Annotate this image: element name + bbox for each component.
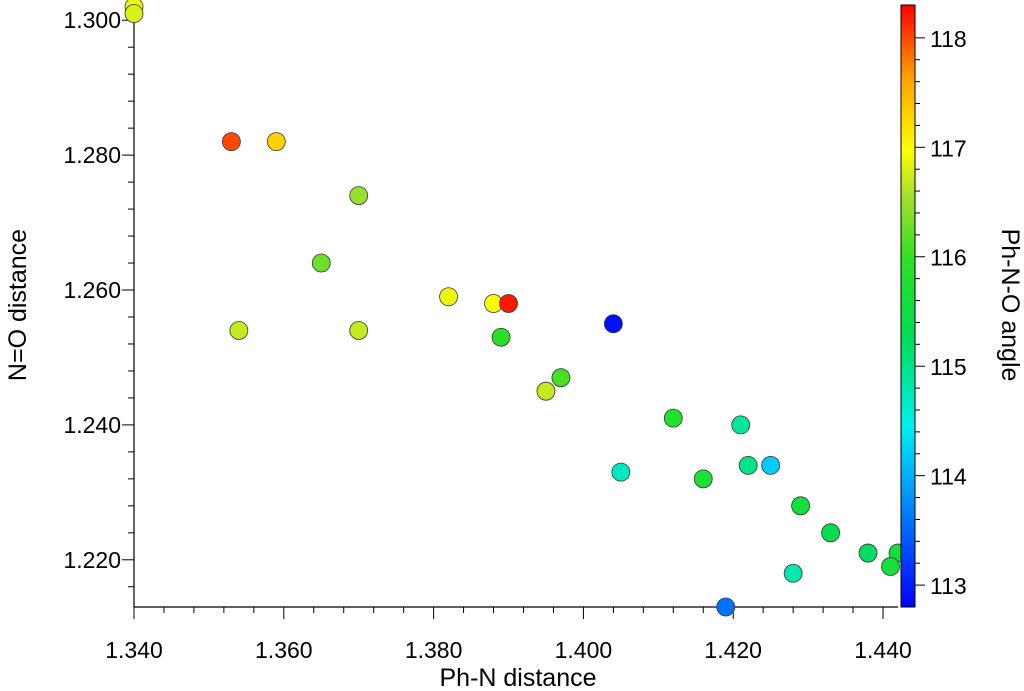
data-point <box>499 294 518 313</box>
data-points <box>124 0 908 617</box>
x-tick-label: 1.420 <box>704 637 762 663</box>
y-tick-label: 1.280 <box>63 142 121 168</box>
y-tick-label: 1.220 <box>63 547 121 573</box>
data-point <box>603 314 623 334</box>
data-point <box>716 597 736 617</box>
colorbar-tick-label: 118 <box>930 26 967 52</box>
x-tick-label: 1.340 <box>105 637 163 663</box>
plot-axes: 1.340 1.360 1.380 1.400 1.420 1.440 1.220 1.240… <box>63 0 912 663</box>
data-point <box>349 186 369 205</box>
data-point <box>881 557 900 576</box>
x-tick-label: 1.400 <box>555 637 613 663</box>
y-tick-label: 1.300 <box>63 7 121 33</box>
data-point <box>266 132 286 152</box>
data-point <box>349 321 369 340</box>
colorbar-title: Ph-N-O angle <box>996 229 1024 382</box>
data-point <box>821 523 840 543</box>
data-point <box>439 287 458 307</box>
x-tick-label: 1.380 <box>405 637 463 663</box>
data-point <box>311 253 331 273</box>
colorbar-tick-label: 115 <box>930 354 967 380</box>
colorbar-tick-label: 117 <box>930 135 967 161</box>
data-point <box>491 327 511 347</box>
data-point <box>536 381 556 401</box>
y-tick-label: 1.240 <box>63 412 121 438</box>
data-point <box>858 543 878 563</box>
colorbar-tick-label: 114 <box>930 464 967 490</box>
data-point <box>693 469 713 489</box>
data-point <box>229 321 249 340</box>
x-tick-label: 1.360 <box>255 637 313 663</box>
y-axis-title: N=O distance <box>4 229 32 381</box>
x-axis-title: Ph-N distance <box>439 664 596 691</box>
colorbar-gradient <box>900 4 916 608</box>
colorbar-tick-label: 113 <box>930 573 967 599</box>
data-point <box>791 496 811 516</box>
data-point <box>663 408 683 428</box>
data-point <box>551 368 571 388</box>
data-point <box>124 4 144 23</box>
colorbar-tick-label: 116 <box>930 245 967 271</box>
data-point <box>738 455 758 475</box>
colorbar: 113 114 115 116 117 118 <box>900 4 967 608</box>
y-tick-label: 1.260 <box>63 277 121 303</box>
x-tick-label: 1.440 <box>854 637 912 663</box>
data-point <box>783 563 803 583</box>
data-point <box>761 455 781 475</box>
data-point <box>221 132 241 152</box>
data-point <box>611 462 631 482</box>
data-point <box>731 415 751 435</box>
